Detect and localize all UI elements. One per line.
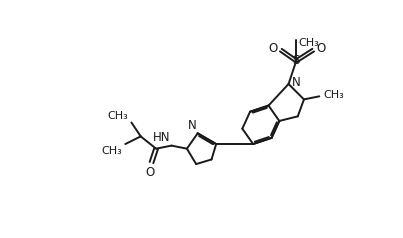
Text: O: O	[316, 42, 326, 55]
Text: HN: HN	[152, 131, 170, 144]
Text: CH₃: CH₃	[102, 146, 122, 156]
Text: CH₃: CH₃	[323, 90, 344, 100]
Text: N: N	[187, 119, 196, 132]
Text: CH₃: CH₃	[299, 38, 319, 48]
Text: N: N	[292, 76, 300, 89]
Text: O: O	[145, 166, 155, 179]
Text: O: O	[268, 42, 278, 55]
Text: CH₃: CH₃	[108, 111, 129, 121]
Text: S: S	[293, 55, 300, 67]
